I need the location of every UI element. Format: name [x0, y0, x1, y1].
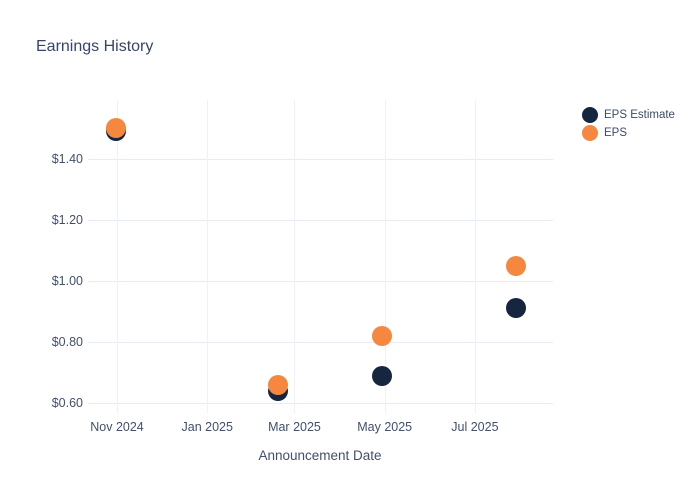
data-point-eps[interactable]	[506, 255, 527, 276]
y-gridline	[88, 158, 553, 160]
chart-title: Earnings History	[36, 38, 154, 55]
x-tick-label: May 2025	[357, 420, 413, 434]
x-tick-label: Mar 2025	[268, 420, 321, 434]
eps-marker-icon	[582, 125, 598, 141]
legend-item-eps-estimate[interactable]: EPS Estimate	[582, 106, 675, 124]
y-gridline	[88, 280, 553, 282]
y-tick-label: $0.80	[51, 335, 83, 350]
data-point-eps-estimate[interactable]	[371, 365, 392, 386]
legend-label-eps-estimate: EPS Estimate	[604, 109, 675, 121]
legend: EPS Estimate EPS	[582, 106, 675, 142]
x-gridline	[207, 100, 209, 413]
y-tick-label: $0.60	[51, 396, 83, 411]
x-gridline	[294, 100, 296, 413]
plot-area[interactable]	[88, 100, 553, 413]
x-gridline	[117, 100, 118, 413]
y-gridline	[88, 403, 553, 405]
x-gridline	[474, 100, 476, 413]
legend-label-eps: EPS	[604, 127, 628, 139]
y-tick-label: $1.40	[51, 151, 83, 166]
y-gridline	[88, 219, 553, 221]
data-point-eps[interactable]	[268, 374, 289, 395]
x-axis-title: Announcement Date	[258, 448, 382, 463]
legend-item-eps[interactable]: EPS	[582, 124, 675, 142]
x-tick-label: Jul 2025	[451, 420, 499, 434]
y-gridline	[88, 342, 553, 344]
x-tick-label: Jan 2025	[181, 420, 233, 434]
eps-estimate-marker-icon	[582, 107, 598, 123]
x-gridline	[384, 100, 386, 413]
data-point-eps-estimate[interactable]	[506, 298, 527, 319]
data-point-eps[interactable]	[105, 117, 126, 138]
y-tick-label: $1.00	[51, 273, 83, 288]
data-point-eps[interactable]	[371, 325, 392, 346]
y-tick-label: $1.20	[51, 212, 83, 227]
x-tick-label: Nov 2024	[90, 420, 144, 434]
